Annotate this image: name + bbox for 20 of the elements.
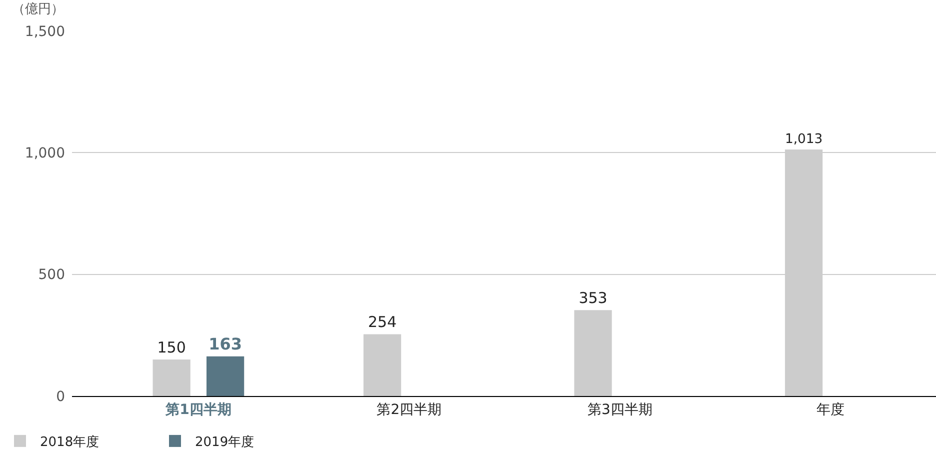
y-axis-title: （億円） bbox=[12, 2, 64, 17]
bar bbox=[363, 334, 402, 396]
bar bbox=[152, 360, 190, 396]
y-tick-label: 1,500 bbox=[24, 24, 65, 40]
data-label: 254 bbox=[368, 313, 397, 332]
legend-label: 2019年度 bbox=[195, 434, 254, 450]
y-tick-label: 0 bbox=[56, 388, 65, 405]
data-label: 1,013 bbox=[784, 132, 823, 147]
bar bbox=[574, 310, 612, 396]
x-tick-label: 第1四半期 bbox=[164, 402, 232, 418]
bar bbox=[206, 356, 244, 396]
y-tick-label: 500 bbox=[38, 267, 65, 284]
x-tick-label: 第3四半期 bbox=[587, 402, 652, 418]
y-tick-label: 1,000 bbox=[24, 146, 65, 162]
x-tick-label: 年度 bbox=[816, 402, 845, 418]
legend-label: 2018年度 bbox=[40, 434, 100, 450]
data-label: 150 bbox=[157, 338, 186, 356]
data-label: 163 bbox=[208, 334, 242, 354]
x-tick-label: 第2四半期 bbox=[376, 402, 442, 418]
data-label: 353 bbox=[578, 289, 608, 308]
